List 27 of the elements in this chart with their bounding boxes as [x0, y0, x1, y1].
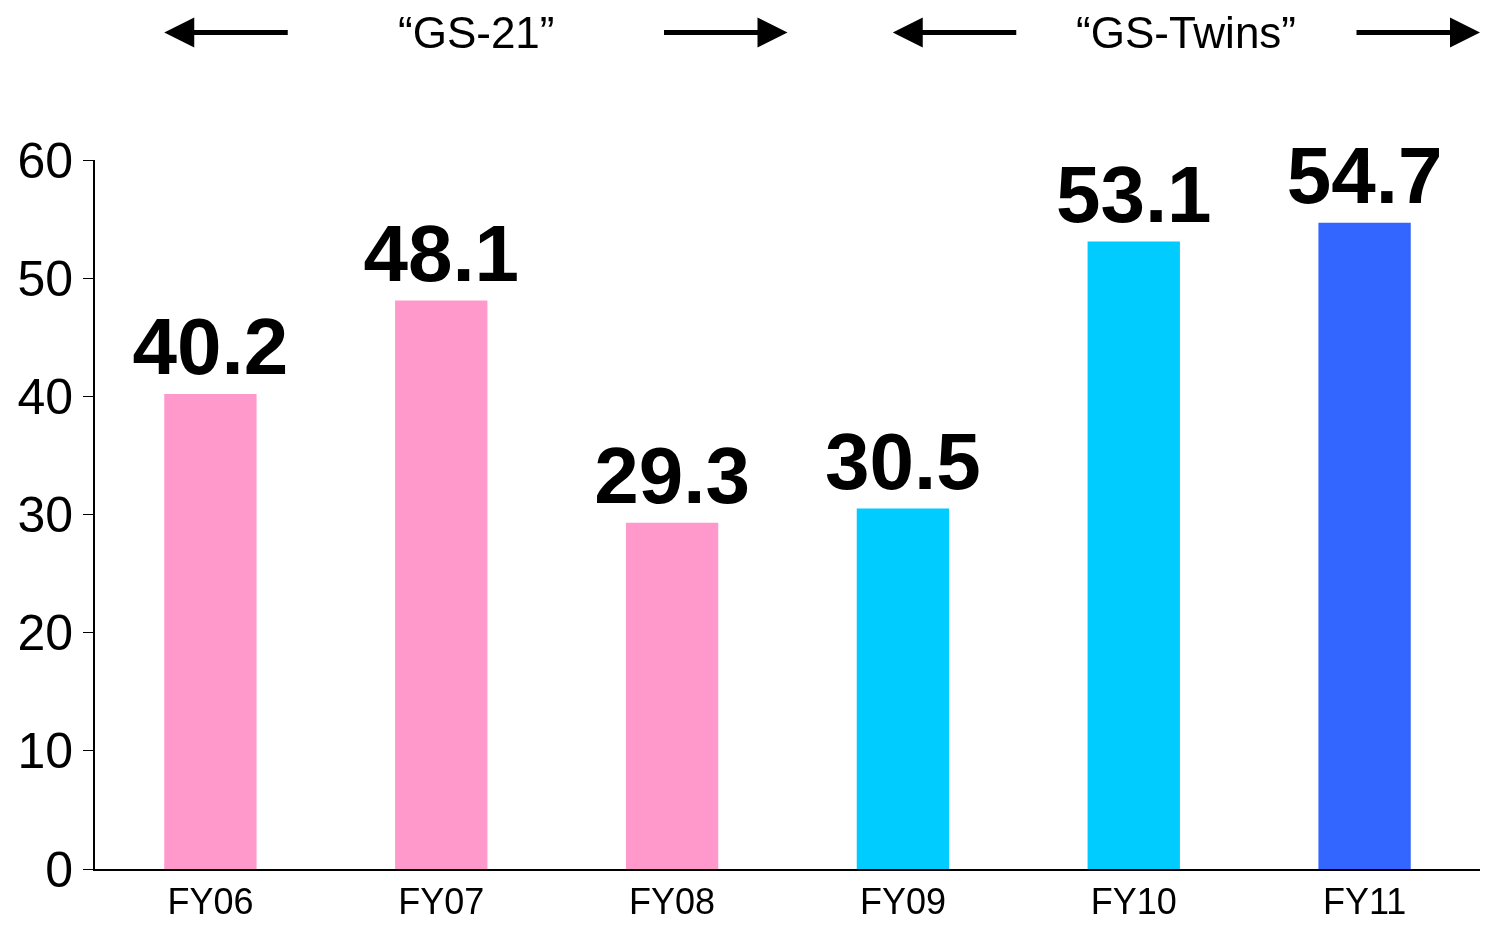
y-tick-label: 10 [17, 723, 73, 780]
data-label: 48.1 [363, 208, 520, 298]
data-label: 29.3 [594, 430, 750, 520]
y-tick-label: 0 [45, 841, 73, 898]
text: “GS-21” [398, 8, 555, 57]
x-tick-label: FY10 [1090, 881, 1177, 923]
x-tick-label: FY11 [1322, 881, 1407, 923]
y-tick-label: 30 [17, 487, 73, 543]
data-label: 30.5 [825, 416, 981, 506]
y-tick-label: 50 [17, 250, 73, 307]
data-label: 53.1 [1055, 149, 1212, 239]
bar [164, 393, 257, 869]
y-tick-label: 20 [17, 605, 73, 662]
x-tick-label: FY08 [629, 881, 716, 923]
bar [1318, 222, 1411, 869]
bar [395, 300, 488, 869]
x-tick-label: FY09 [859, 881, 946, 923]
x-tick-label: FY06 [167, 881, 254, 923]
x-tick-label: FY07 [398, 881, 485, 923]
data-label: 54.7 [1286, 130, 1443, 220]
bar [625, 522, 719, 869]
text: “GS-Twins” [1076, 8, 1296, 57]
y-tick-label: 40 [17, 368, 73, 425]
data-label: 40.2 [132, 301, 289, 391]
bar [856, 508, 950, 869]
y-tick-label: 60 [17, 132, 73, 189]
bar [1087, 241, 1180, 869]
